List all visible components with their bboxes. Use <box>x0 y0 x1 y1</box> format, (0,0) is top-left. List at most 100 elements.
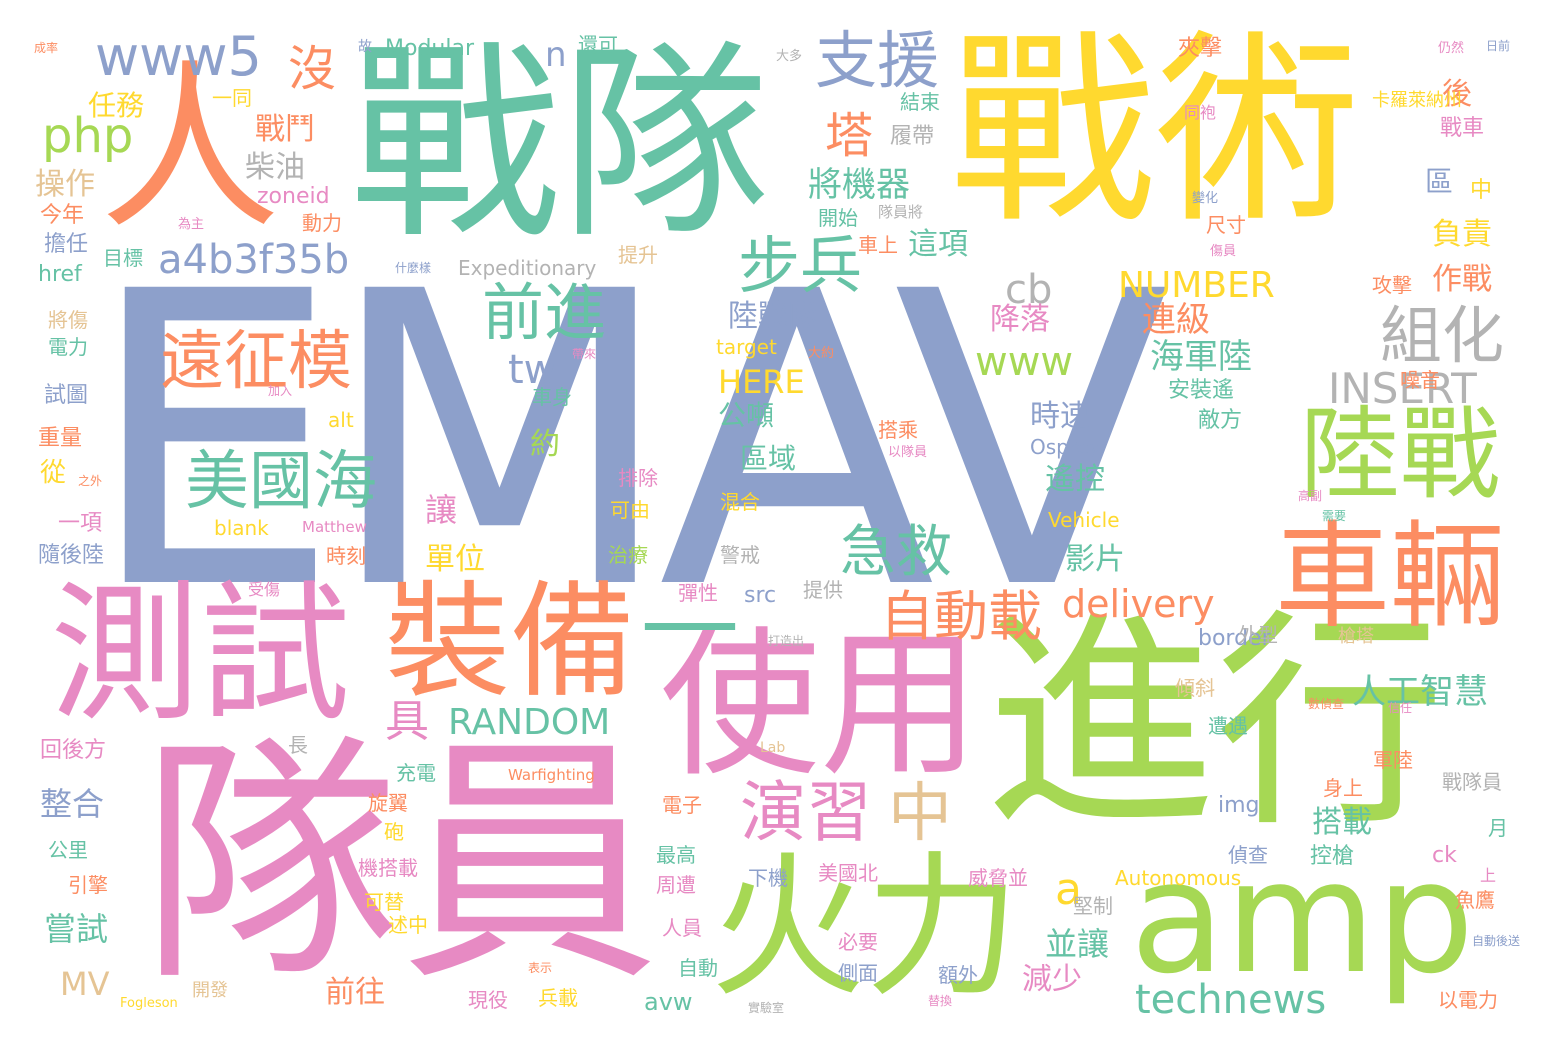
word: Warfighting <box>508 766 595 784</box>
word: 人員 <box>662 916 702 940</box>
word: 數偵查 <box>1308 697 1345 711</box>
word: 車身 <box>532 385 572 409</box>
word: 單位 <box>425 542 485 577</box>
word: 遠征模 <box>160 325 352 399</box>
word: 敵方 <box>1198 408 1243 433</box>
word: 操作 <box>35 167 95 202</box>
word: n <box>545 35 567 75</box>
word: 治療 <box>608 543 648 567</box>
word: 柴油 <box>245 150 305 185</box>
word: 遙控 <box>1045 462 1105 497</box>
word: 具 <box>385 696 429 747</box>
word: 傷員 <box>1210 244 1237 259</box>
word: 隨後陸 <box>38 543 105 568</box>
word: 裝備 <box>385 570 635 715</box>
word: 警戒 <box>720 543 760 567</box>
word: 需要 <box>1322 509 1347 523</box>
word: 周遭 <box>656 873 696 897</box>
word: 槍塔 <box>1338 626 1374 647</box>
word: alt <box>328 408 354 432</box>
word: 陸戰隊 <box>728 299 818 334</box>
word: 魚鷹 <box>1455 888 1495 912</box>
word: NUMBER <box>1118 265 1275 306</box>
word: 還可 <box>578 33 618 57</box>
word: 高副 <box>1298 489 1323 503</box>
word: 區域 <box>740 442 797 475</box>
word: 連級 <box>1142 300 1210 340</box>
word: 遭遇 <box>1208 714 1248 738</box>
word: a4b3f35b <box>158 237 350 283</box>
word: 海軍陸 <box>1150 337 1252 377</box>
word: 以隊員 <box>888 445 928 460</box>
word: 降落 <box>990 302 1050 337</box>
word: tw <box>508 347 557 393</box>
word: 月 <box>1488 816 1508 840</box>
word: 人工智慧 <box>1352 672 1488 712</box>
word: 中 <box>1470 178 1493 203</box>
word: 仍然 <box>1438 41 1465 56</box>
word: 大約 <box>808 346 835 361</box>
word: 目標 <box>103 246 143 270</box>
word: 機搭載 <box>358 856 418 880</box>
word: amp <box>1130 827 1475 1008</box>
word: 提升 <box>618 243 658 267</box>
word: Lab <box>760 740 786 756</box>
word: 一同 <box>212 86 252 110</box>
word: 帶來 <box>572 347 597 361</box>
word: 時速 <box>1030 399 1090 434</box>
word: 兵載 <box>538 986 578 1010</box>
word: 影片 <box>1065 542 1125 577</box>
word: 傾斜 <box>1175 676 1215 700</box>
word: 偵查 <box>1228 843 1268 867</box>
word: 開發 <box>192 980 228 1001</box>
word: 任務 <box>88 89 145 122</box>
word: 受傷 <box>248 580 281 599</box>
word: 履帶 <box>890 124 935 149</box>
word: 陸戰 <box>1300 396 1500 513</box>
word: 彈性 <box>678 581 718 605</box>
word: 尺寸 <box>1206 213 1246 237</box>
word: 成率 <box>34 41 59 55</box>
word: 沒 <box>288 41 337 97</box>
word: 控槍 <box>1310 844 1355 869</box>
word: 現役 <box>468 988 508 1012</box>
word: 這項 <box>908 227 968 262</box>
word: Autonomous <box>1115 866 1242 890</box>
word: — <box>640 561 740 678</box>
word: avw <box>644 988 693 1016</box>
word: 車上 <box>858 233 898 257</box>
word: 火力 <box>710 837 1020 1018</box>
word: 變化 <box>1192 191 1219 206</box>
word: href <box>38 262 82 287</box>
word: 演習 <box>740 774 872 851</box>
word: 今年 <box>40 203 85 228</box>
word: technews <box>1135 977 1327 1023</box>
word: 大多 <box>776 49 803 64</box>
word: 戰車 <box>1440 116 1485 141</box>
word: 側面 <box>838 961 878 985</box>
word: a <box>1055 864 1082 915</box>
word: 支援 <box>815 24 940 97</box>
word: 並讓 <box>1045 925 1110 963</box>
word: 動力 <box>302 211 342 235</box>
word: 車輛 <box>1275 510 1506 644</box>
word: 打造出 <box>768 634 805 648</box>
word: 下機 <box>748 866 788 890</box>
word: 之外 <box>78 474 103 488</box>
word: 故 <box>358 39 372 55</box>
word: 區 <box>1425 165 1454 198</box>
word: 必要 <box>838 930 878 954</box>
word: 減少 <box>1022 962 1082 997</box>
word: 戰鬥 <box>255 112 315 147</box>
word: 提供 <box>803 578 843 602</box>
word: 身上 <box>1323 776 1363 800</box>
word: 額外 <box>938 963 978 987</box>
word: 最高 <box>656 843 696 867</box>
word: 組化 <box>1380 299 1505 372</box>
word: src <box>744 583 777 608</box>
word: delivery <box>1062 582 1215 626</box>
word: 作戰 <box>1432 262 1492 297</box>
word: 排除 <box>618 466 658 490</box>
word: border <box>1198 626 1271 651</box>
